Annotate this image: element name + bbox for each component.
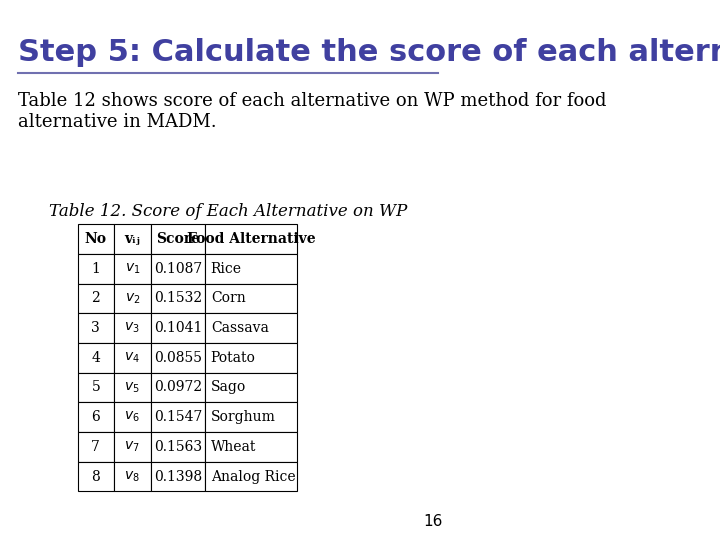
- Text: 0.0855: 0.0855: [154, 351, 202, 364]
- Text: Wheat: Wheat: [211, 440, 256, 454]
- Bar: [114, 254, 150, 284]
- Bar: [78, 224, 114, 254]
- Bar: [205, 402, 297, 432]
- Bar: [114, 224, 150, 254]
- Text: Score: Score: [156, 232, 200, 246]
- Bar: [78, 432, 114, 462]
- Bar: [150, 284, 205, 313]
- Text: Sorghum: Sorghum: [211, 410, 276, 424]
- Text: vᵢⱼ: vᵢⱼ: [125, 232, 140, 246]
- Text: 0.0972: 0.0972: [154, 381, 202, 394]
- Text: 16: 16: [423, 514, 443, 529]
- Text: Potato: Potato: [211, 351, 256, 364]
- Text: $v_2$: $v_2$: [125, 291, 140, 306]
- Text: Analog Rice: Analog Rice: [211, 470, 295, 483]
- Bar: [150, 462, 205, 491]
- Text: 0.1532: 0.1532: [154, 292, 202, 305]
- Bar: [205, 284, 297, 313]
- Bar: [150, 224, 205, 254]
- Bar: [114, 284, 150, 313]
- Text: 7: 7: [91, 440, 100, 454]
- Bar: [205, 313, 297, 343]
- Text: $v_3$: $v_3$: [125, 321, 140, 335]
- Bar: [78, 402, 114, 432]
- Bar: [114, 343, 150, 373]
- Bar: [150, 254, 205, 284]
- Text: 0.1398: 0.1398: [154, 470, 202, 483]
- Text: Table 12 shows score of each alternative on WP method for food
alternative in MA: Table 12 shows score of each alternative…: [18, 92, 607, 131]
- Bar: [114, 313, 150, 343]
- Text: $v_8$: $v_8$: [125, 469, 140, 484]
- Bar: [205, 343, 297, 373]
- Text: 5: 5: [91, 381, 100, 394]
- Text: $v_6$: $v_6$: [125, 410, 140, 424]
- Text: Table 12. Score of Each Alternative on WP: Table 12. Score of Each Alternative on W…: [49, 202, 408, 219]
- Bar: [78, 254, 114, 284]
- Text: 0.1547: 0.1547: [154, 410, 202, 424]
- Bar: [205, 224, 297, 254]
- Bar: [78, 313, 114, 343]
- Text: 8: 8: [91, 470, 100, 483]
- Text: Sago: Sago: [211, 381, 246, 394]
- Bar: [150, 313, 205, 343]
- Bar: [114, 402, 150, 432]
- Text: 0.1087: 0.1087: [154, 262, 202, 275]
- Text: No: No: [85, 232, 107, 246]
- Text: $v_7$: $v_7$: [125, 440, 140, 454]
- Text: $v_1$: $v_1$: [125, 261, 140, 276]
- Text: 4: 4: [91, 351, 100, 364]
- Bar: [205, 432, 297, 462]
- Text: $v_4$: $v_4$: [125, 350, 140, 365]
- Bar: [150, 432, 205, 462]
- Bar: [78, 373, 114, 402]
- Text: 2: 2: [91, 292, 100, 305]
- Bar: [114, 373, 150, 402]
- Bar: [205, 254, 297, 284]
- Bar: [78, 284, 114, 313]
- Bar: [205, 373, 297, 402]
- Text: Cassava: Cassava: [211, 321, 269, 335]
- Text: 3: 3: [91, 321, 100, 335]
- Bar: [150, 373, 205, 402]
- Bar: [150, 343, 205, 373]
- Bar: [114, 432, 150, 462]
- Text: Corn: Corn: [211, 292, 246, 305]
- Bar: [150, 402, 205, 432]
- Text: 0.1563: 0.1563: [154, 440, 202, 454]
- Text: $v_5$: $v_5$: [125, 380, 140, 395]
- Bar: [78, 343, 114, 373]
- Text: 1: 1: [91, 262, 100, 275]
- Text: 6: 6: [91, 410, 100, 424]
- Text: Step 5: Calculate the score of each alternative: Step 5: Calculate the score of each alte…: [18, 38, 720, 67]
- Text: Food Alternative: Food Alternative: [186, 232, 315, 246]
- Bar: [78, 462, 114, 491]
- Bar: [205, 462, 297, 491]
- Text: 0.1041: 0.1041: [154, 321, 202, 335]
- Bar: [114, 462, 150, 491]
- Text: Rice: Rice: [211, 262, 242, 275]
